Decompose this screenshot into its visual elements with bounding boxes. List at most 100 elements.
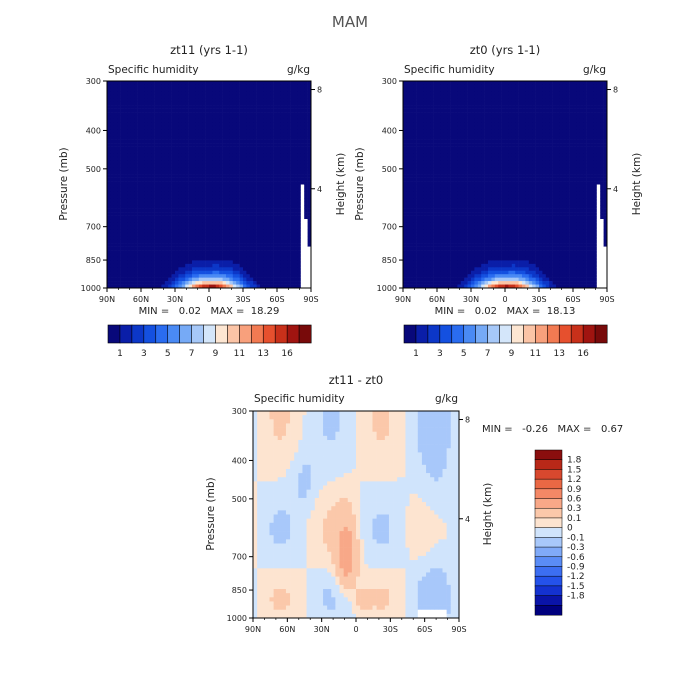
colorbar-label: 3: [141, 349, 147, 359]
field-cell: [154, 181, 159, 185]
field-cell: [287, 81, 291, 85]
field-cell: [154, 263, 159, 268]
field-cell: [188, 125, 193, 130]
field-cell: [297, 174, 302, 178]
field-cell: [437, 219, 441, 223]
field-cell: [113, 150, 118, 154]
field-cell: [280, 270, 285, 275]
field-cell: [147, 146, 152, 151]
field-cell: [175, 194, 179, 199]
field-cell: [168, 125, 172, 130]
field-cell: [185, 270, 189, 275]
field-cell: [198, 105, 203, 109]
field-cell: [474, 122, 479, 127]
field-cell: [185, 125, 189, 130]
field-cell: [277, 146, 281, 151]
field-cell: [137, 118, 142, 123]
field-cell: [300, 146, 305, 151]
field-cell: [168, 205, 172, 209]
field-cell: [273, 156, 278, 161]
field-cell: [161, 160, 166, 165]
field-cell: [124, 277, 128, 282]
field-cell: [195, 267, 200, 272]
field-cell: [134, 118, 138, 123]
field-cell: [130, 243, 135, 247]
field-cell: [144, 101, 149, 106]
field-cell: [236, 87, 240, 92]
field-cell: [426, 215, 431, 220]
field-cell: [283, 167, 288, 171]
field-cell: [307, 194, 312, 199]
field-cell: [141, 112, 145, 116]
field-cell: [232, 250, 237, 254]
field-cell: [464, 163, 468, 168]
field-cell: [266, 201, 271, 206]
field-cell: [185, 219, 189, 223]
field-cell: [236, 94, 240, 99]
field-cell: [467, 222, 472, 227]
field-cell: [420, 239, 424, 244]
field-cell: [426, 177, 431, 182]
field-cell: [151, 94, 155, 99]
field-cell: [467, 181, 472, 185]
field-cell: [471, 125, 475, 130]
field-cell: [134, 256, 138, 261]
field-cell: [120, 225, 125, 230]
field-cell: [416, 87, 421, 92]
field-cell: [141, 181, 145, 185]
field-cell: [403, 146, 407, 151]
field-cell: [471, 177, 475, 182]
field-cell: [307, 170, 312, 175]
field-cell: [124, 174, 128, 178]
field-cell: [185, 115, 189, 120]
field-cell: [260, 201, 264, 206]
field-cell: [426, 129, 431, 134]
field-cell: [151, 284, 155, 289]
field-cell: [226, 239, 230, 244]
field-cell: [222, 115, 227, 120]
field-cell: [249, 222, 254, 227]
field-cell: [437, 94, 441, 99]
field-cell: [270, 225, 274, 230]
field-cell: [447, 274, 451, 278]
field-cell: [413, 201, 417, 206]
field-cell: [130, 205, 135, 209]
field-cell: [205, 184, 210, 189]
field-cell: [263, 229, 268, 234]
field-cell: [277, 215, 281, 220]
field-cell: [124, 136, 128, 140]
field-cell: [406, 136, 411, 140]
field-cell: [215, 101, 220, 106]
field-cell: [460, 267, 465, 272]
field-cell: [423, 239, 428, 244]
field-cell: [457, 115, 462, 120]
field-cell: [273, 194, 278, 199]
field-cell: [304, 277, 308, 282]
field-cell: [164, 219, 169, 223]
field-cell: [243, 284, 247, 289]
field-cell: [181, 208, 186, 213]
field-cell: [117, 112, 121, 116]
field-cell: [280, 284, 285, 289]
field-cell: [195, 108, 200, 113]
field-cell: [219, 112, 223, 116]
field-cell: [212, 132, 217, 137]
field-cell: [300, 208, 305, 213]
field-cell: [212, 122, 217, 127]
field-cell: [130, 160, 135, 165]
field-cell: [460, 229, 465, 234]
field-cell: [219, 87, 223, 92]
field-cell: [130, 239, 135, 244]
field-cell: [232, 146, 237, 151]
field-cell: [229, 284, 234, 289]
field-cell: [260, 84, 264, 89]
field-cell: [416, 215, 421, 220]
field-cell: [416, 163, 421, 168]
field-cell: [107, 94, 111, 99]
field-cell: [403, 177, 407, 182]
field-cell: [168, 108, 172, 113]
field-cell: [209, 112, 213, 116]
field-cell: [124, 256, 128, 261]
field-cell: [124, 267, 128, 272]
field-cell: [110, 129, 115, 134]
